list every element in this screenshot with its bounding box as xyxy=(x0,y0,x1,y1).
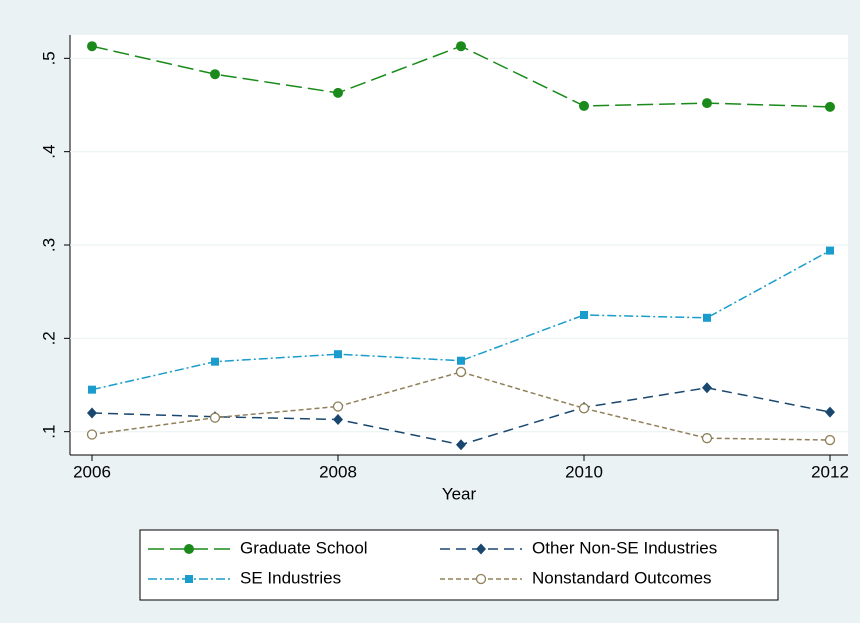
marker xyxy=(702,98,712,109)
marker xyxy=(824,434,836,446)
y-tick-label: .3 xyxy=(39,238,58,252)
marker xyxy=(456,439,466,451)
marker xyxy=(578,403,590,414)
marker xyxy=(825,101,835,112)
x-tick-label: 2006 xyxy=(73,462,111,481)
marker xyxy=(332,401,344,412)
marker xyxy=(211,357,219,366)
x-axis-title: Year xyxy=(442,484,477,503)
marker xyxy=(701,433,713,444)
legend-label: SE Industries xyxy=(240,568,341,587)
marker xyxy=(86,429,98,440)
legend-marker xyxy=(476,543,486,555)
marker xyxy=(87,41,97,52)
marker xyxy=(457,356,465,365)
legend-label: Nonstandard Outcomes xyxy=(532,568,712,587)
x-tick-label: 2010 xyxy=(565,462,603,481)
y-tick-label: .2 xyxy=(39,331,58,345)
legend-marker xyxy=(185,575,193,583)
marker xyxy=(702,382,712,394)
legend-box xyxy=(139,529,779,601)
marker xyxy=(87,407,97,419)
marker xyxy=(88,385,96,394)
legend-label: Other Non-SE Industries xyxy=(532,538,717,557)
marker xyxy=(580,311,588,319)
marker xyxy=(209,412,221,423)
marker xyxy=(210,69,220,80)
y-tick-label: .4 xyxy=(39,145,58,159)
marker xyxy=(579,100,589,111)
marker xyxy=(456,41,466,52)
legend-marker xyxy=(475,573,487,585)
x-tick-label: 2008 xyxy=(319,462,357,481)
marker xyxy=(333,414,343,426)
legend-marker xyxy=(184,544,194,554)
marker xyxy=(826,246,834,255)
x-tick-label: 2012 xyxy=(811,462,849,481)
marker xyxy=(333,87,343,98)
marker xyxy=(334,350,342,359)
y-tick-label: .5 xyxy=(39,51,58,65)
legend-label: Graduate School xyxy=(240,538,368,557)
marker xyxy=(825,406,835,418)
marker xyxy=(703,313,711,322)
y-tick-label: .1 xyxy=(39,425,58,439)
marker xyxy=(455,366,467,378)
